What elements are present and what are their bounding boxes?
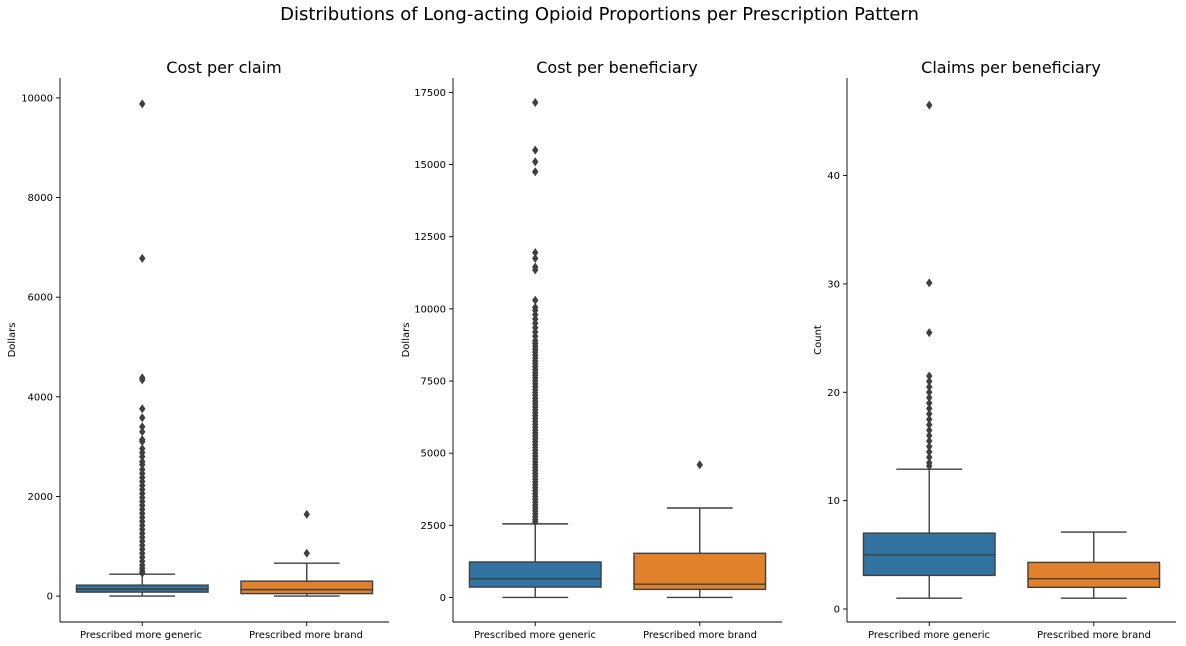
panel-title: Cost per claim — [166, 58, 281, 77]
outlier-point — [532, 253, 539, 263]
y-tick-label: 0 — [440, 593, 446, 604]
outlier-point — [926, 436, 933, 446]
outlier-point — [926, 328, 933, 338]
panel-title: Claims per beneficiary — [921, 58, 1101, 77]
y-tick-label: 20 — [827, 388, 840, 399]
iqr-box — [1027, 561, 1161, 589]
y-axis-label: Dollars — [401, 323, 412, 358]
outlier-point — [139, 404, 146, 414]
x-tick-label: Prescribed more generic — [474, 630, 596, 641]
y-tick-label: 4000 — [28, 392, 53, 403]
iqr-box — [633, 552, 767, 591]
outlier-point — [926, 425, 933, 435]
iqr-box — [468, 561, 602, 588]
outlier-point — [303, 548, 310, 558]
outlier-point — [303, 509, 310, 519]
outlier-point — [926, 382, 933, 392]
y-tick-label: 10000 — [414, 304, 446, 315]
outlier-point — [926, 420, 933, 430]
outlier-point — [139, 422, 146, 432]
y-tick-label: 15000 — [414, 160, 446, 171]
outlier-point — [926, 404, 933, 414]
y-axis-label: Count — [813, 325, 824, 355]
outlier-point — [139, 437, 146, 447]
plot-area-3: 0 10 20 30 40 — [827, 78, 1176, 626]
y-tick-label: 17500 — [414, 88, 446, 99]
outlier-point — [926, 441, 933, 451]
x-tick-label: Prescribed more brand — [249, 630, 363, 641]
outlier-point — [532, 145, 539, 155]
y-tick-label: 12500 — [414, 232, 446, 243]
x-tick-label: Prescribed more brand — [643, 630, 757, 641]
x-tick-label: Prescribed more generic — [80, 630, 202, 641]
outlier-point — [532, 167, 539, 177]
x-tick-label: Prescribed more generic — [868, 630, 990, 641]
y-axis-label: Dollars — [7, 323, 18, 358]
outlier-point — [926, 387, 933, 397]
outlier-point — [926, 452, 933, 462]
y-tick-label: 5000 — [421, 449, 446, 460]
outlier-point — [926, 461, 933, 471]
outlier-point — [532, 98, 539, 108]
outlier-point — [532, 248, 539, 258]
outlier-point — [139, 99, 146, 109]
outlier-point — [926, 376, 933, 386]
y-tick-label: 30 — [827, 279, 840, 290]
outlier-point — [532, 517, 539, 527]
figure-suptitle: Distributions of Long-acting Opioid Prop… — [280, 4, 919, 25]
y-tick-label: 10 — [827, 496, 840, 507]
outlier-point — [926, 278, 933, 288]
panel-title: Cost per beneficiary — [536, 58, 697, 77]
outlier-point — [926, 447, 933, 457]
outlier-point — [926, 398, 933, 408]
outlier-point — [696, 460, 703, 470]
y-tick-label: 0 — [834, 604, 840, 615]
panel-cost-per-claim: Cost per claim Dollars Prescribed more g… — [7, 58, 363, 641]
outlier-point — [926, 100, 933, 110]
outlier-point — [139, 413, 146, 423]
outlier-point — [139, 427, 146, 437]
y-tick-label: 7500 — [421, 377, 446, 388]
outlier-point — [926, 371, 933, 381]
outlier-point — [532, 265, 539, 275]
plot-area-1: 0 2000 4000 6000 8000 10000 — [21, 78, 389, 626]
y-tick-label: 10000 — [21, 93, 53, 104]
plot-area-2: 0 2500 5000 7500 10000 12500 15000 17500 — [414, 78, 782, 626]
outlier-point — [926, 393, 933, 403]
iqr-box — [240, 580, 374, 595]
outlier-point — [139, 375, 146, 385]
y-tick-label: 2500 — [421, 521, 446, 532]
outlier-point — [532, 295, 539, 305]
y-tick-label: 0 — [47, 592, 53, 603]
panel-cost-per-beneficiary: Cost per beneficiary Dollars Prescribed … — [401, 58, 757, 641]
y-tick-label: 8000 — [28, 193, 53, 204]
outlier-point — [139, 253, 146, 263]
y-tick-label: 2000 — [28, 492, 53, 503]
outlier-point — [139, 460, 146, 470]
outlier-point — [139, 452, 146, 462]
outlier-point — [926, 409, 933, 419]
y-tick-label: 40 — [827, 171, 840, 182]
outlier-point — [139, 568, 146, 578]
outlier-point — [926, 414, 933, 424]
panel-claims-per-beneficiary: Claims per beneficiary Count Prescribed … — [813, 58, 1151, 641]
y-tick-label: 6000 — [28, 293, 53, 304]
outlier-point — [532, 157, 539, 167]
x-tick-label: Prescribed more brand — [1037, 630, 1151, 641]
outlier-point — [926, 431, 933, 441]
